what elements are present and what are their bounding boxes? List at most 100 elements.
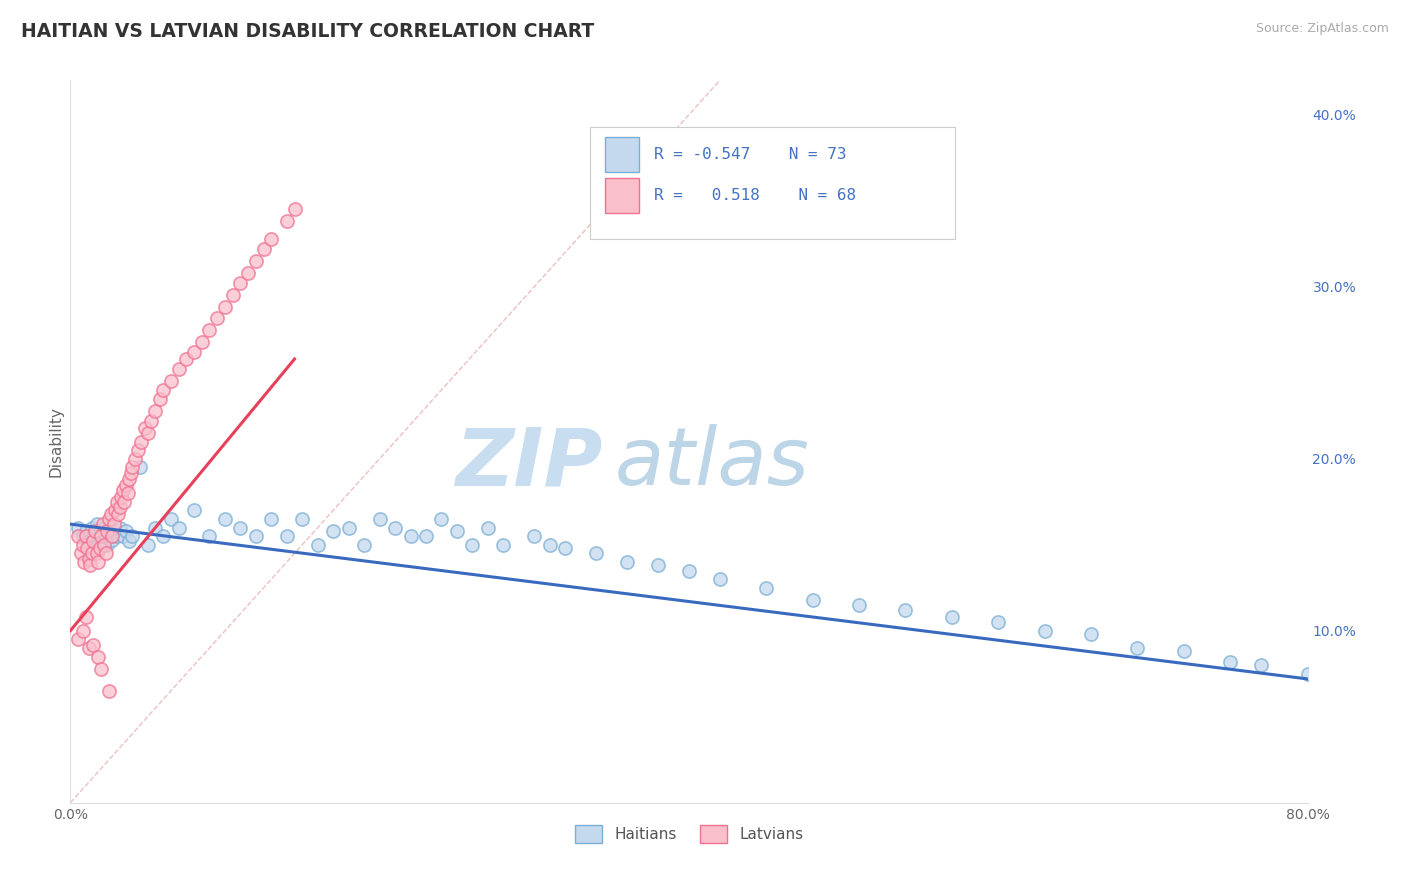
- Point: [67, 529, 90, 543]
- Point: [384, 520, 406, 534]
- Point: [253, 242, 276, 256]
- Point: [149, 392, 172, 406]
- Text: HAITIAN VS LATVIAN DISABILITY CORRELATION CHART: HAITIAN VS LATVIAN DISABILITY CORRELATIO…: [21, 22, 595, 41]
- Point: [72, 529, 94, 543]
- Point: [82, 534, 105, 549]
- Point: [276, 214, 298, 228]
- Point: [167, 362, 190, 376]
- Point: [96, 524, 118, 538]
- Point: [1250, 658, 1272, 673]
- Point: [94, 546, 117, 560]
- Point: [167, 520, 190, 534]
- Point: [214, 512, 236, 526]
- Point: [198, 529, 221, 543]
- Point: [801, 592, 824, 607]
- Point: [337, 520, 360, 534]
- Point: [136, 425, 159, 440]
- Point: [430, 512, 453, 526]
- Point: [183, 503, 205, 517]
- Point: [260, 512, 283, 526]
- Point: [96, 538, 118, 552]
- Point: [145, 403, 166, 417]
- Point: [229, 277, 252, 291]
- Point: [291, 512, 314, 526]
- Point: [229, 520, 252, 534]
- Point: [84, 524, 107, 538]
- Point: [98, 684, 120, 698]
- Point: [108, 520, 131, 534]
- Point: [477, 520, 499, 534]
- Point: [101, 533, 124, 547]
- Bar: [605, 178, 640, 212]
- Point: [94, 529, 117, 543]
- Point: [98, 512, 120, 526]
- Point: [118, 534, 141, 549]
- Point: [183, 345, 205, 359]
- Point: [647, 558, 669, 573]
- Point: [894, 603, 917, 617]
- Point: [87, 538, 110, 552]
- Point: [89, 529, 111, 543]
- Point: [139, 414, 162, 428]
- Point: [79, 558, 101, 573]
- Point: [120, 466, 142, 480]
- Point: [160, 512, 183, 526]
- Point: [72, 538, 94, 552]
- Point: [1033, 624, 1056, 638]
- Point: [446, 524, 468, 538]
- Point: [492, 538, 515, 552]
- Point: [86, 546, 108, 560]
- Point: [75, 529, 97, 543]
- Point: [124, 451, 146, 466]
- Point: [987, 615, 1010, 630]
- Point: [276, 529, 298, 543]
- Point: [214, 301, 236, 315]
- Point: [1219, 655, 1241, 669]
- Point: [110, 490, 132, 504]
- Point: [136, 538, 159, 552]
- Point: [121, 529, 143, 543]
- Point: [105, 494, 128, 508]
- Point: [82, 638, 105, 652]
- Point: [207, 310, 229, 325]
- Point: [93, 538, 115, 552]
- Point: [245, 253, 267, 268]
- Point: [941, 610, 963, 624]
- Point: [145, 520, 166, 534]
- Point: [127, 443, 149, 458]
- Text: atlas: atlas: [614, 425, 810, 502]
- Point: [709, 572, 731, 586]
- Point: [70, 546, 93, 560]
- Point: [174, 351, 197, 366]
- Point: [67, 632, 90, 647]
- Point: [554, 541, 576, 556]
- Point: [198, 323, 221, 337]
- Point: [75, 524, 97, 538]
- Point: [104, 503, 127, 517]
- Point: [322, 524, 344, 538]
- Text: Source: ZipAtlas.com: Source: ZipAtlas.com: [1256, 22, 1389, 36]
- Point: [80, 520, 103, 534]
- Point: [755, 581, 778, 595]
- Point: [260, 231, 283, 245]
- Point: [91, 517, 114, 532]
- Point: [77, 551, 100, 566]
- Point: [98, 525, 120, 540]
- Point: [100, 520, 122, 534]
- Point: [121, 460, 143, 475]
- Point: [222, 288, 245, 302]
- Point: [129, 460, 152, 475]
- Point: [284, 202, 307, 217]
- Point: [678, 564, 700, 578]
- Point: [73, 555, 96, 569]
- Point: [115, 524, 138, 538]
- Point: [245, 529, 267, 543]
- Point: [115, 477, 138, 491]
- Point: [107, 507, 129, 521]
- Point: [90, 662, 112, 676]
- Point: [131, 434, 153, 449]
- Text: ZIP: ZIP: [456, 425, 602, 502]
- Point: [353, 538, 375, 552]
- Point: [105, 529, 128, 543]
- Point: [1296, 666, 1319, 681]
